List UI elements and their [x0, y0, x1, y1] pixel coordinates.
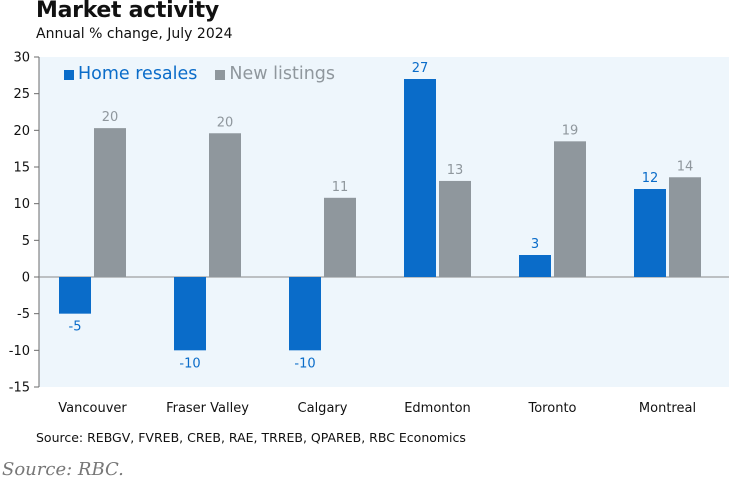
y-tick-label: -15: [9, 381, 30, 396]
data-label-home-resales: -5: [69, 320, 82, 335]
image-credit: Source: RBC.: [2, 459, 124, 480]
data-label-new-listings: 20: [217, 115, 234, 130]
bar-home-resales: [59, 277, 91, 314]
x-tick-label: Toronto: [528, 401, 577, 416]
bar-new-listings: [554, 141, 586, 277]
x-tick-label: Calgary: [298, 401, 348, 416]
bar-home-resales: [404, 79, 436, 277]
x-tick-label: Edmonton: [404, 401, 471, 416]
legend: Home resales New listings: [64, 64, 353, 84]
data-label-new-listings: 13: [447, 163, 464, 178]
bar-new-listings: [324, 197, 356, 277]
chart-title: Market activity: [36, 0, 219, 23]
legend-swatch-new-listings: [215, 70, 226, 80]
y-tick-label: 0: [22, 271, 30, 286]
data-label-home-resales: 3: [531, 237, 539, 252]
y-tick-label: 30: [13, 51, 30, 66]
legend-label-home-resales: Home resales: [78, 64, 198, 84]
bar-new-listings: [439, 180, 471, 277]
bar-home-resales: [174, 277, 206, 351]
legend-label-new-listings: New listings: [229, 64, 336, 84]
bar-home-resales: [519, 255, 551, 277]
data-label-new-listings: 20: [102, 110, 119, 125]
bar-home-resales: [634, 189, 666, 277]
legend-swatch-home-resales: [64, 70, 74, 80]
data-label-new-listings: 19: [562, 123, 579, 138]
bar-new-listings: [669, 177, 701, 277]
bar-home-resales: [289, 277, 321, 351]
bar-new-listings: [209, 133, 241, 277]
data-label-home-resales: 27: [412, 61, 429, 76]
y-tick-label: 15: [13, 161, 30, 176]
x-tick-label: Fraser Valley: [166, 401, 249, 416]
legend-item-new-listings: New listings: [215, 64, 335, 84]
y-tick-label: 25: [13, 87, 30, 102]
y-tick-label: 5: [22, 234, 30, 249]
bar-new-listings: [94, 128, 126, 277]
legend-item-home-resales: Home resales: [64, 64, 197, 84]
x-tick-label: Vancouver: [58, 401, 127, 416]
chart-subtitle: Annual % change, July 2024: [36, 26, 233, 42]
data-label-home-resales: -10: [179, 356, 200, 371]
plot-area: [39, 57, 729, 387]
data-label-new-listings: 14: [677, 159, 694, 174]
x-tick-label: Montreal: [639, 401, 696, 416]
y-tick-label: -10: [9, 344, 30, 359]
data-label-home-resales: -10: [294, 356, 315, 371]
y-tick-label: 20: [13, 124, 30, 139]
y-tick-label: -5: [17, 307, 30, 322]
data-label-new-listings: 11: [332, 180, 349, 195]
source-note: Source: REBGV, FVREB, CREB, RAE, TRREB, …: [36, 430, 466, 445]
data-label-home-resales: 12: [642, 171, 659, 186]
y-tick-label: 10: [13, 197, 30, 212]
